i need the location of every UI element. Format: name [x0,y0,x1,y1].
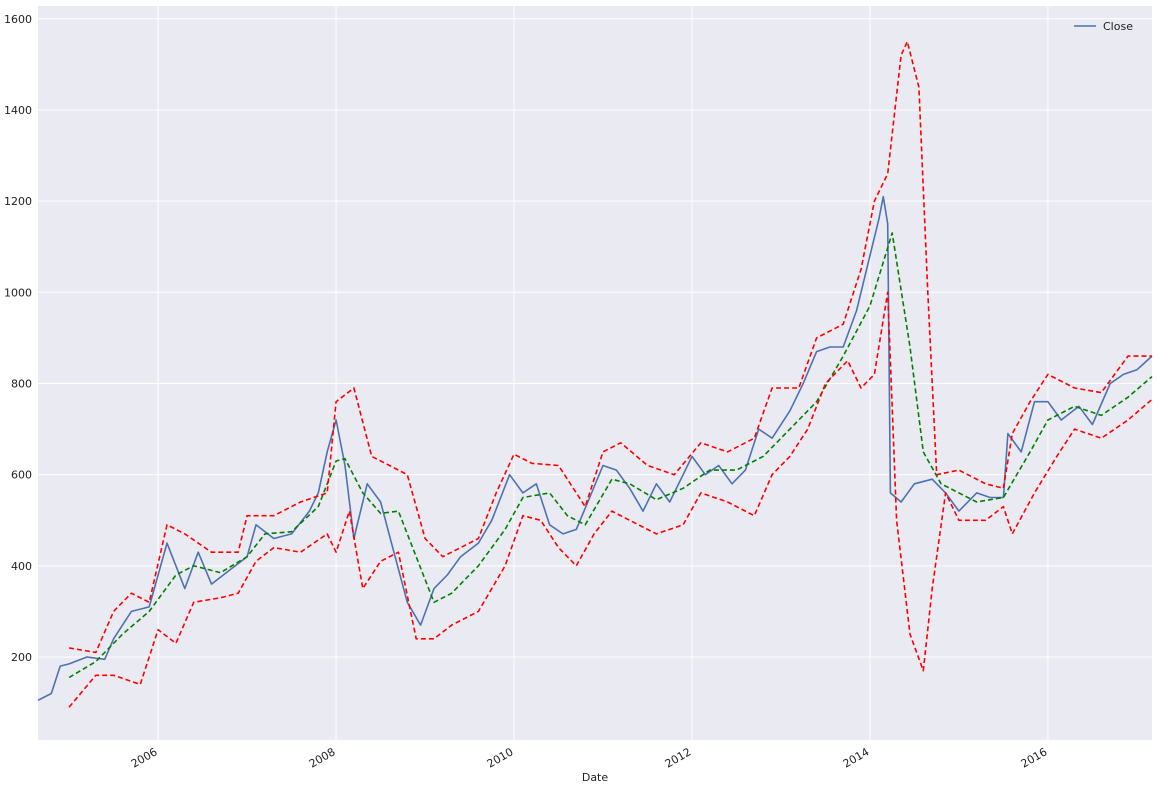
grid [38,6,1152,740]
y-tick-label: 1000 [4,286,32,299]
y-tick-label: 1400 [4,104,32,117]
series-line [37,195,1153,702]
plot-area [38,6,1152,740]
series-line [68,291,1153,708]
x-tick-label: 2006 [129,745,160,770]
legend-label: Close [1103,20,1133,33]
x-tick-label: 2016 [1019,745,1050,770]
series-line [68,40,1152,654]
y-tick-label: 400 [11,560,32,573]
y-tick-label: 200 [11,651,32,664]
y-tick-label: 800 [11,377,32,390]
series-line [68,232,1153,679]
x-axis-label: Date [582,771,609,784]
lines [37,40,1153,708]
y-tick-label: 1600 [4,13,32,26]
y-tick-label: 1200 [4,195,32,208]
legend: Close [1074,20,1133,33]
x-tick-label: 2014 [841,745,872,770]
x-tick-label: 2008 [307,745,338,770]
x-tick-label: 2010 [485,745,516,770]
y-tick-label: 600 [11,469,32,482]
x-tick-label: 2012 [663,745,694,770]
